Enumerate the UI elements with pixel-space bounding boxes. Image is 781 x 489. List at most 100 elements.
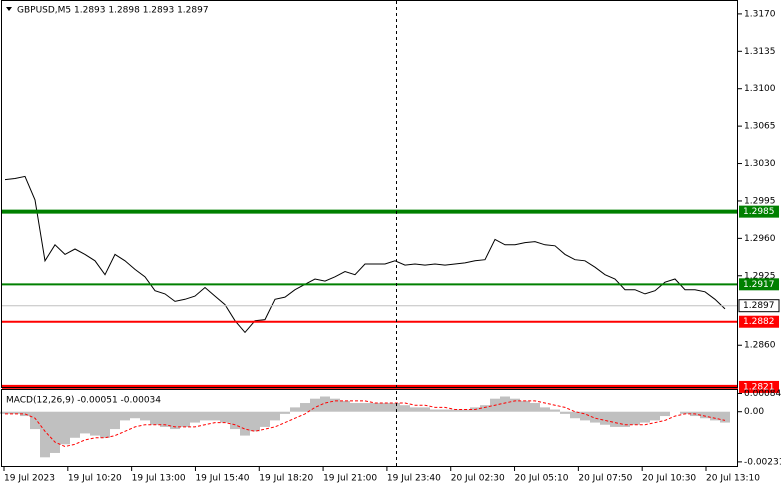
macd-bar — [10, 411, 20, 414]
macd-bar — [160, 411, 170, 427]
macd-y-tick-label: 0.00 — [744, 407, 764, 417]
macd-bar — [680, 411, 690, 414]
level-label-box — [739, 315, 779, 328]
macd-bar — [300, 403, 310, 412]
level-label: 1.2821 — [743, 382, 775, 392]
macd-bar — [200, 411, 210, 421]
x-tick-label: 19 Jul 10:20 — [68, 474, 122, 484]
macd-bar — [0, 411, 10, 414]
macd-bar — [650, 411, 660, 421]
macd-bar — [410, 407, 420, 412]
macd-bar — [120, 411, 130, 421]
macd-bar — [530, 403, 540, 412]
macd-bar — [630, 411, 640, 425]
last-price-label: 1.2897 — [743, 301, 775, 311]
macd-bar — [420, 407, 430, 412]
macd-bar — [140, 411, 150, 421]
macd-bar — [660, 411, 670, 417]
macd-bar — [480, 405, 490, 412]
y-tick-label: 1.2995 — [744, 196, 776, 206]
level-label: 1.2917 — [743, 280, 775, 290]
macd-bar — [50, 411, 60, 453]
main-frame — [1, 0, 738, 388]
macd-bar — [70, 411, 80, 438]
x-tick-label: 20 Jul 10:30 — [642, 474, 696, 484]
x-tick-label: 19 Jul 13:00 — [132, 474, 186, 484]
y-tick-label: 1.3100 — [744, 84, 776, 94]
macd-bar — [90, 411, 100, 436]
macd-bar — [460, 409, 470, 412]
macd-bar — [710, 411, 720, 421]
plot-layer — [0, 175, 738, 458]
macd-bar — [330, 398, 340, 412]
x-tick-label: 20 Jul 07:50 — [578, 474, 632, 484]
y-tick-label: 1.2860 — [744, 341, 776, 351]
y-tick-label: 1.3030 — [744, 159, 776, 169]
macd-bar — [60, 411, 70, 445]
x-tick-label: 19 Jul 15:40 — [195, 474, 249, 484]
macd-bar — [640, 411, 650, 423]
y-tick-label: 1.3065 — [744, 122, 776, 132]
macd-bar — [440, 409, 450, 412]
x-tick-label: 20 Jul 02:30 — [451, 474, 505, 484]
macd-bar — [150, 411, 160, 425]
macd-bar — [240, 411, 250, 436]
macd-bar — [170, 411, 180, 430]
last-price-box — [738, 299, 780, 313]
x-tick-label: 19 Jul 21:00 — [323, 474, 377, 484]
macd-bar — [580, 411, 590, 421]
macd-bar — [30, 411, 40, 430]
macd-bar — [510, 398, 520, 412]
x-tick-label: 20 Jul 13:10 — [706, 474, 760, 484]
x-tick-label: 19 Jul 18:20 — [259, 474, 313, 484]
macd-bar — [130, 411, 140, 419]
y-tick-label: 1.2925 — [744, 271, 776, 281]
level-label: 1.2882 — [743, 317, 775, 327]
level-label-box — [739, 278, 779, 291]
x-tick-label: 19 Jul 2023 — [4, 474, 55, 484]
macd-bar — [190, 411, 200, 423]
y-tick-label: 1.3170 — [744, 9, 776, 19]
macd-bar — [180, 411, 190, 427]
macd-bar — [20, 411, 30, 417]
macd-bar — [450, 409, 460, 412]
macd-bar — [700, 411, 710, 419]
macd-bar — [310, 398, 320, 412]
macd-bar — [400, 405, 410, 412]
macd-bar — [320, 396, 330, 412]
macd-bar — [220, 411, 230, 423]
chart-title: GBPUSD,M5 1.2893 1.2898 1.2893 1.2897 — [17, 6, 209, 16]
macd-bar — [340, 400, 350, 412]
macd-bar — [560, 411, 570, 414]
macd-bar — [370, 403, 380, 412]
macd-bar — [280, 411, 290, 414]
symbol-menu-icon[interactable] — [6, 7, 12, 11]
x-tick-label: 19 Jul 23:40 — [387, 474, 441, 484]
x-tick-label: 20 Jul 05:10 — [515, 474, 569, 484]
macd-bar — [100, 411, 110, 438]
macd-bar — [350, 403, 360, 412]
macd-bar — [230, 411, 240, 430]
macd-bar — [40, 411, 50, 458]
macd-bar — [430, 409, 440, 412]
macd-bar — [270, 411, 280, 421]
macd-bar — [290, 407, 300, 412]
price-line — [4, 175, 726, 334]
level-label-box — [739, 380, 779, 393]
macd-bar — [360, 403, 370, 412]
macd-bar — [390, 403, 400, 412]
macd-title: MACD(12,26,9) -0.00051 -0.00034 — [6, 396, 161, 406]
level-label-box — [739, 205, 779, 218]
macd-bar — [260, 411, 270, 427]
y-tick-label: 1.2960 — [744, 234, 776, 244]
macd-bar — [550, 409, 560, 412]
macd-y-tick-label: -0.00231 — [744, 457, 781, 467]
y-tick-label: 1.3135 — [744, 47, 776, 57]
macd-bar — [110, 411, 120, 430]
macd-bar — [210, 411, 220, 421]
macd-bar — [80, 411, 90, 434]
macd-y-tick-label: 0.00084 — [744, 389, 781, 399]
macd-bar — [380, 403, 390, 412]
macd-bar — [520, 400, 530, 412]
